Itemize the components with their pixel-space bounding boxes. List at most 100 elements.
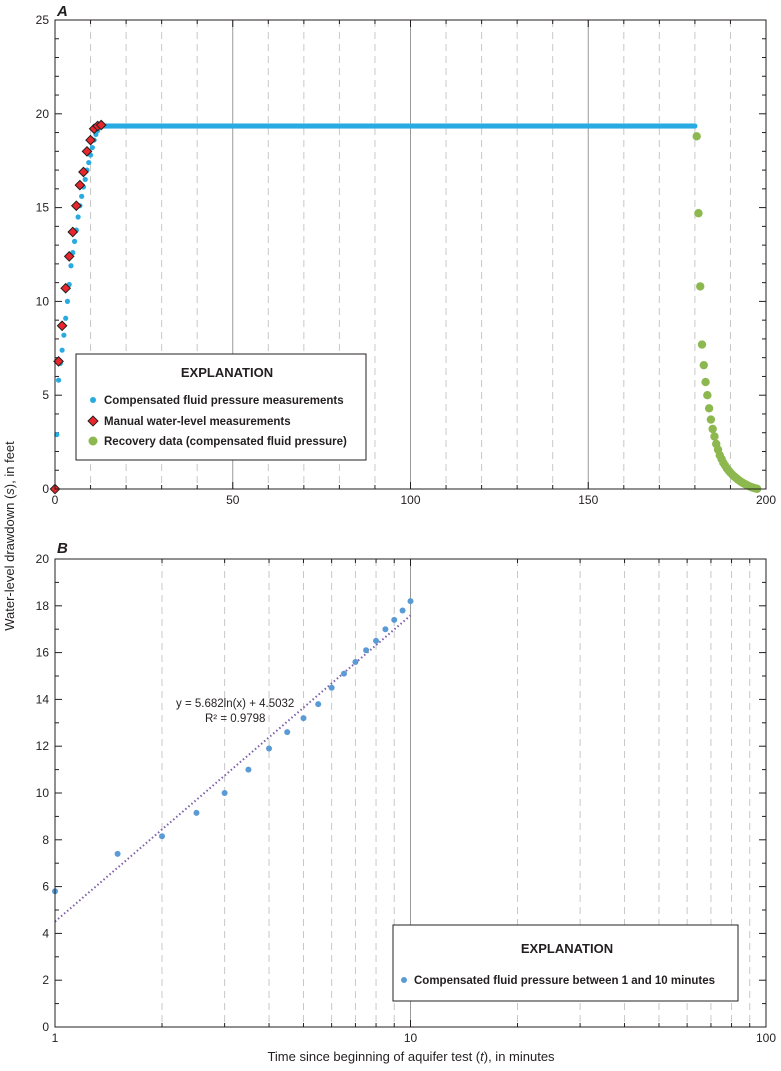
manual-point	[74, 179, 86, 191]
panel-b-label: B	[57, 540, 68, 557]
x-axis-title: Time since beginning of aquifer test (t)…	[267, 1049, 555, 1064]
manual-point	[78, 166, 89, 178]
regression-point	[382, 626, 389, 633]
regression-point	[340, 670, 347, 677]
compensated-point	[692, 123, 698, 129]
manual-point	[85, 134, 96, 146]
manual-point	[67, 226, 79, 238]
panel-b-y-tick-label: 8	[42, 833, 49, 847]
regression-point	[266, 745, 273, 752]
regression-point	[221, 790, 228, 796]
regression-point	[328, 684, 335, 691]
panel-a-legend: EXPLANATION Compensated fluid pressure m…	[75, 353, 367, 461]
manual-point	[81, 145, 93, 157]
panel-b-y-tick-label: 12	[36, 739, 50, 753]
panel-a-x-tick-label: 150	[578, 493, 598, 507]
panel-b-y-tick-label: 4	[42, 926, 49, 940]
legend-compensated-label: Compensated fluid pressure measurements	[104, 395, 344, 407]
regression-point	[391, 616, 398, 623]
panel-a-y-tick-label: 5	[42, 388, 49, 402]
panel-b-legend-box	[392, 924, 739, 1002]
y-axis-title-pre: Water-level drawdown (	[2, 494, 17, 631]
panel-b-y-tick-label: 20	[36, 552, 50, 566]
panel-a-x-tick-label: 50	[226, 493, 240, 507]
recovery-point	[694, 209, 703, 218]
panel-a-legend-title: EXPLANATION	[181, 365, 273, 380]
panel-b-y-tick-label: 18	[36, 599, 50, 613]
legend-regression-label: Compensated fluid pressure between 1 and…	[414, 975, 715, 987]
x-axis-title-post: ), in minutes	[484, 1049, 555, 1064]
panel-b-series	[52, 598, 414, 895]
trendline-equation: y = 5.682ln(x) + 4.5032	[176, 698, 294, 710]
recovery-point	[692, 132, 701, 141]
x-axis-title-pre: Time since beginning of aquifer test (	[267, 1049, 480, 1064]
panel-b-legend-title: EXPLANATION	[521, 941, 613, 956]
panel-b-chart: B 1 10 100 0 2 4 6 8 10 12 14 16 18 20 y = 5.682ln(x)…	[36, 540, 777, 1045]
compensated-point	[86, 159, 92, 166]
panel-a-y-tick-label: 15	[36, 201, 50, 215]
panel-b-x-tick-label: 100	[756, 1031, 776, 1045]
regression-point	[373, 637, 380, 644]
manual-point	[95, 119, 107, 131]
compensated-point	[79, 193, 85, 199]
panel-b-y-tick-label: 2	[42, 973, 49, 987]
recovery-point	[704, 404, 714, 413]
panel-a-label: A	[56, 3, 68, 20]
compensated-point	[68, 263, 74, 269]
legend-compensated-marker	[90, 397, 96, 403]
panel-b-y-tick-label: 0	[42, 1020, 49, 1034]
panel-a-grid	[90, 20, 731, 489]
recovery-point	[708, 424, 717, 434]
panel-a-series	[49, 119, 762, 495]
legend-manual-label: Manual water-level measurements	[104, 416, 291, 428]
regression-point	[399, 607, 406, 614]
panel-a-x-tick-label: 0	[52, 493, 59, 507]
regression-point	[193, 809, 200, 816]
regression-point	[159, 833, 166, 840]
compensated-point	[82, 176, 88, 183]
panel-a-ticks: 0 50 100 150 200 0 5 10 15 20 25	[36, 13, 777, 507]
recovery-point	[706, 415, 716, 424]
y-axis-title-var: s	[2, 488, 17, 495]
regression-point	[352, 658, 359, 665]
x-axis-title-var: t	[480, 1049, 485, 1064]
regression-point	[284, 729, 291, 736]
recovery-point	[696, 282, 705, 291]
compensated-point	[55, 377, 62, 383]
panel-b-y-tick-label: 16	[36, 646, 50, 660]
panel-a-y-tick-label: 0	[42, 482, 49, 496]
panel-b-y-tick-label: 6	[42, 880, 49, 894]
compensated-point	[71, 238, 78, 244]
recovery-point	[701, 377, 710, 387]
regression-point	[300, 715, 307, 722]
legend-recovery-label: Recovery data (compensated fluid pressur…	[104, 436, 347, 448]
panel-b-y-tick-label: 10	[36, 786, 50, 800]
panel-a-legend-box	[75, 353, 367, 461]
y-axis-title-post: ), in feet	[2, 441, 17, 488]
compensated-point	[75, 214, 81, 220]
panel-b-x-tick-label: 10	[404, 1031, 418, 1045]
panel-a-x-tick-label: 200	[756, 493, 776, 507]
panel-a-y-tick-label: 20	[36, 107, 50, 121]
manual-point	[56, 320, 68, 332]
regression-point	[315, 701, 322, 708]
regression-point	[407, 598, 414, 605]
recovery-point	[710, 432, 719, 441]
y-axis-title: Water-level drawdown (s), in feet	[2, 441, 17, 631]
manual-point	[63, 251, 75, 262]
panel-b-legend: EXPLANATION Compensated fluid pressure b…	[392, 924, 739, 1002]
legend-recovery-marker	[88, 436, 98, 446]
panel-b-plot-frame	[54, 558, 767, 1028]
panel-a-y-tick-label: 10	[36, 294, 50, 308]
compensated-point	[61, 332, 67, 338]
panel-b-x-tick-label: 1	[52, 1031, 59, 1045]
manual-point	[70, 200, 82, 212]
panel-a-y-tick-label: 25	[36, 13, 50, 27]
panel-b-ticks: 1 10 100 0 2 4 6 8 10 12 14 16 18 20	[36, 552, 777, 1045]
manual-point	[53, 356, 64, 367]
manual-point	[60, 282, 72, 294]
legend-regression-marker	[401, 977, 407, 983]
recovery-point	[697, 340, 707, 349]
legend-manual-marker	[87, 415, 99, 427]
